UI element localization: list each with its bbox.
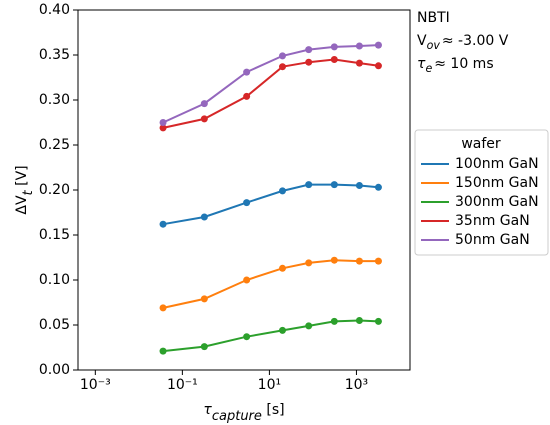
data-point: [305, 259, 313, 267]
data-point: [374, 257, 382, 265]
y-tick-label: 0.40: [39, 2, 70, 18]
annotation-sub: e: [425, 62, 432, 75]
data-point: [355, 42, 363, 50]
x-axis-label: τcapture [s]: [203, 402, 284, 424]
y-tick-label: 0.35: [39, 47, 70, 63]
legend-label: 300nm GaN: [455, 194, 539, 210]
data-point: [305, 46, 313, 54]
x-tick-label: 10³: [345, 377, 368, 393]
data-point: [374, 62, 382, 70]
data-point: [330, 181, 338, 189]
y-tick-label: 0.20: [39, 182, 70, 198]
legend-label: 100nm GaN: [455, 156, 539, 172]
data-point: [305, 181, 313, 189]
data-point: [200, 295, 208, 303]
series-line: [162, 319, 379, 353]
annotation-main: NBTI: [417, 10, 450, 26]
data-point: [355, 182, 363, 189]
series-line: [162, 44, 379, 124]
y-axis-label-main: ΔV: [14, 195, 30, 215]
data-point: [279, 187, 287, 195]
x-axis-label-main: τ: [203, 402, 212, 418]
data-point: [374, 41, 382, 49]
data-point: [243, 92, 251, 100]
data-point: [159, 220, 167, 228]
legend-label: 35nm GaN: [455, 213, 530, 229]
data-point: [330, 43, 338, 51]
data-point: [159, 124, 167, 132]
legend-label: 50nm GaN: [455, 232, 530, 248]
annotation-main: V: [417, 33, 427, 49]
data-point: [355, 257, 363, 265]
data-point: [159, 304, 167, 312]
y-tick-label: 0.00: [39, 362, 70, 378]
annotation-sub: ov: [427, 39, 441, 52]
data-point: [279, 264, 287, 272]
x-tick-label: 10¹: [258, 377, 281, 393]
y-axis-label-sub: t: [21, 189, 36, 195]
data-point: [159, 347, 167, 355]
y-tick-label: 0.25: [39, 137, 70, 153]
y-tick-label: 0.10: [39, 272, 70, 288]
data-point: [200, 115, 208, 123]
annotation: τe ≈ 10 ms: [417, 56, 494, 75]
annotation: Vov ≈ -3.00 V: [417, 33, 509, 52]
data-point: [305, 58, 313, 66]
x-axis-label-sub: capture: [212, 409, 262, 424]
data-point: [355, 317, 363, 324]
annotation: NBTI: [417, 10, 450, 26]
data-point: [200, 343, 208, 351]
data-point: [243, 276, 251, 284]
data-point: [243, 68, 251, 76]
legend-box: [414, 129, 549, 256]
data-point: [374, 317, 382, 325]
y-tick-label: 0.15: [39, 227, 70, 243]
y-tick-label: 0.05: [39, 317, 70, 333]
y-axis-label: ΔVt [V]: [14, 165, 36, 214]
legend-label: 150nm GaN: [455, 175, 539, 191]
data-point: [330, 317, 338, 325]
annotation-rest: ≈ -3.00 V: [442, 33, 509, 49]
x-axis-label-rest: [s]: [262, 402, 285, 418]
data-point: [200, 213, 208, 221]
y-tick-label: 0.30: [39, 92, 70, 108]
series-line: [162, 58, 379, 129]
data-point: [279, 63, 287, 71]
data-point: [243, 333, 251, 341]
x-tick-label: 10⁻¹: [167, 377, 198, 393]
annotation-main: τ: [417, 56, 426, 72]
data-point: [159, 119, 167, 126]
data-point: [355, 59, 363, 67]
data-point: [305, 322, 313, 330]
data-point: [374, 183, 382, 191]
annotation-rest: ≈ 10 ms: [434, 56, 493, 72]
x-tick-label: 10⁻³: [80, 377, 111, 393]
data-point: [243, 199, 251, 207]
data-point: [279, 326, 287, 334]
data-point: [330, 56, 338, 63]
y-axis-label-rest: [V]: [14, 165, 30, 190]
data-point: [279, 52, 287, 60]
data-point: [200, 100, 208, 108]
data-point: [330, 256, 338, 264]
series-line: [162, 259, 379, 309]
legend-title: wafer: [461, 136, 501, 152]
series-line: [162, 183, 379, 226]
